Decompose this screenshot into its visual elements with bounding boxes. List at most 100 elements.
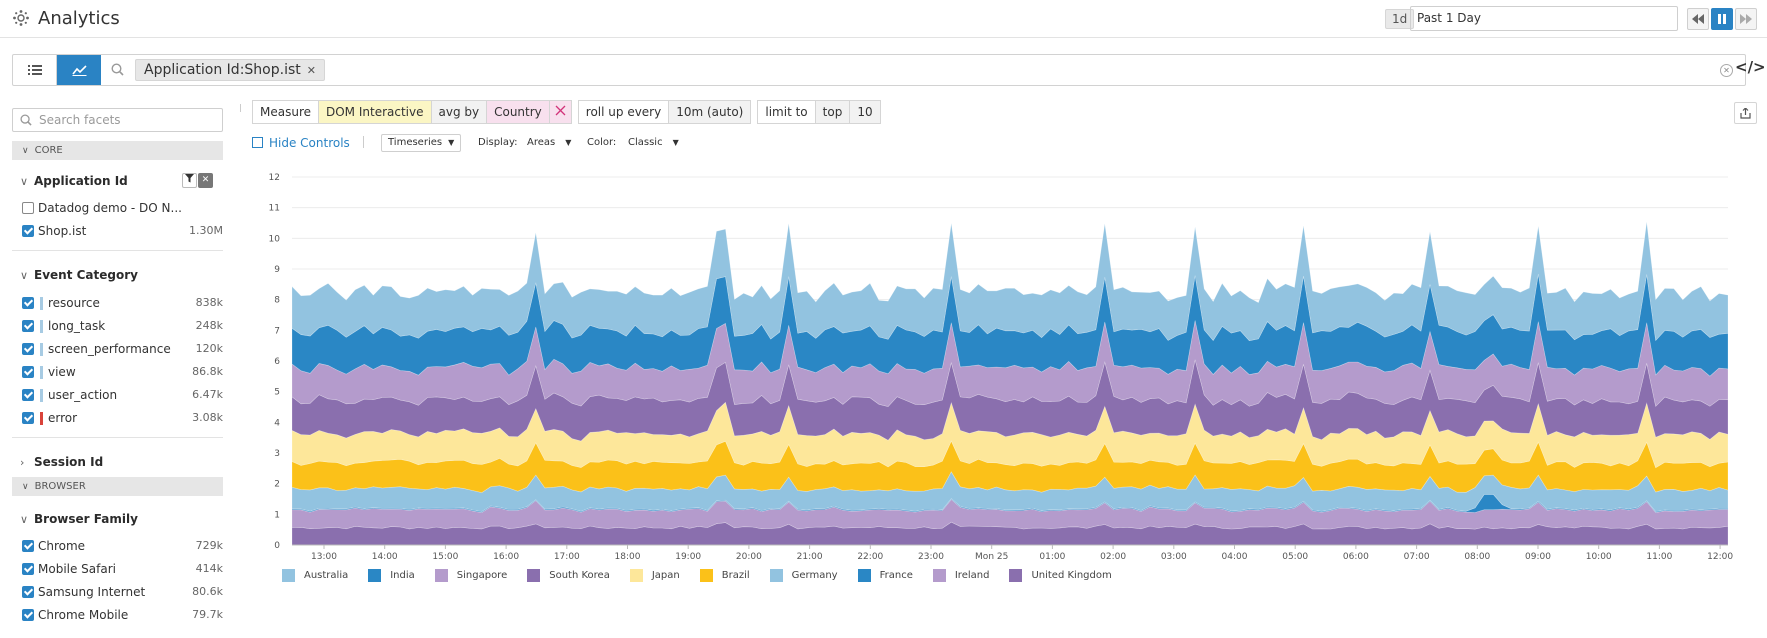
facet-value-label: Mobile Safari [38, 562, 116, 576]
facet-event-category[interactable]: ∨ Event Category [12, 268, 138, 282]
hide-controls-link[interactable]: Hide Controls [252, 134, 350, 152]
list-view-button[interactable] [13, 55, 57, 85]
x-tick-label: 19:00 [675, 552, 701, 562]
timeseries-view-button[interactable] [57, 55, 101, 85]
facet-value-row[interactable]: Datadog demo - DO N... [22, 199, 223, 217]
facet-value-row[interactable]: Chrome 729k [22, 537, 223, 555]
x-tick-label: 04:00 [1222, 552, 1248, 562]
legend-item[interactable]: Ireland [932, 569, 990, 582]
legend-item[interactable]: France [857, 569, 913, 582]
facet-value-count: 729k [195, 539, 223, 552]
facet-value-count: 120k [195, 342, 223, 355]
color-bar [40, 320, 43, 333]
legend-item[interactable]: South Korea [527, 569, 610, 582]
area-series-india[interactable] [291, 274, 1729, 377]
limit-direction-select[interactable]: top [814, 100, 850, 124]
checkbox[interactable] [22, 202, 34, 214]
y-tick-label: 12 [269, 173, 280, 183]
legend-item[interactable]: Singapore [434, 569, 507, 582]
color-select[interactable]: Classic ▼ [628, 135, 679, 153]
facet-value-row[interactable]: Chrome Mobile 79.7k [22, 606, 223, 624]
legend-item[interactable]: Brazil [699, 569, 750, 582]
section-browser[interactable]: ∨ BROWSER [12, 477, 223, 496]
code-icon[interactable]: </> [1735, 58, 1766, 76]
facet-search-input[interactable]: Search facets [12, 108, 223, 132]
facet-value-row[interactable]: user_action 6.47k [22, 386, 223, 404]
group-by-select[interactable]: Country [486, 100, 549, 124]
y-tick-label: 3 [274, 449, 280, 459]
facet-value-row[interactable]: screen_performance 120k [22, 340, 223, 358]
facet-value-row[interactable]: Shop.ist 1.30M [22, 222, 223, 240]
clear-search-icon[interactable]: ✕ [1720, 64, 1733, 77]
fast-forward-button[interactable] [1735, 8, 1757, 30]
checkbox[interactable] [22, 563, 34, 575]
legend-item[interactable]: Australia [282, 569, 348, 582]
legend-label: Brazil [721, 570, 750, 581]
search-filter-chip[interactable]: Application Id:Shop.ist ✕ [135, 59, 325, 81]
x-tick-label: 22:00 [857, 552, 883, 562]
color-bar [40, 412, 43, 425]
facet-value-label: Datadog demo - DO N... [38, 201, 182, 215]
legend-item[interactable]: Germany [769, 569, 838, 582]
filter-icon[interactable] [182, 173, 197, 188]
clear-facet-icon[interactable]: ✕ [198, 173, 213, 188]
measure-select[interactable]: DOM Interactive [318, 100, 431, 124]
legend-label: Germany [791, 570, 838, 581]
legend-item[interactable]: Japan [629, 569, 680, 582]
facet-value-label: error [48, 411, 78, 425]
display-label: Display: [478, 137, 518, 148]
facet-session-id[interactable]: › Session Id [12, 455, 103, 469]
facet-value-row[interactable]: error 3.08k [22, 409, 223, 427]
display-select[interactable]: Areas ▼ [527, 135, 571, 153]
x-tick-label: 17:00 [554, 552, 580, 562]
legend-label: Ireland [954, 570, 990, 581]
facet-application-id[interactable]: ∨ Application Id [12, 174, 128, 188]
limit-count-input[interactable]: 10 [849, 100, 881, 124]
divider [363, 136, 364, 148]
facet-browser-family[interactable]: ∨ Browser Family [12, 512, 138, 526]
x-tick-label: 18:00 [615, 552, 641, 562]
page-title: Analytics [38, 8, 120, 29]
limit-label: limit to [757, 100, 815, 124]
legend-swatch [1009, 569, 1023, 582]
checkbox[interactable] [22, 412, 34, 424]
aggregation-label[interactable]: avg by [430, 100, 487, 124]
checkbox[interactable] [22, 225, 34, 237]
checkbox[interactable] [22, 366, 34, 378]
facet-value-row[interactable]: Samsung Internet 80.6k [22, 583, 223, 601]
visualization-select[interactable]: Timeseries ▼ [381, 134, 462, 152]
checkbox[interactable] [22, 540, 34, 552]
export-button[interactable] [1734, 102, 1757, 124]
checkbox[interactable] [22, 609, 34, 621]
facet-value-row[interactable]: Mobile Safari 414k [22, 560, 223, 578]
time-range-input[interactable]: Past 1 Day [1410, 6, 1678, 31]
rewind-button[interactable] [1687, 8, 1709, 30]
facet-value-label: long_task [48, 319, 106, 333]
checkbox[interactable] [22, 297, 34, 309]
x-tick-label: 09:00 [1525, 552, 1551, 562]
legend-item[interactable]: India [368, 569, 415, 582]
facet-value-label: Chrome Mobile [38, 608, 129, 622]
area-series-australia[interactable] [291, 221, 1729, 342]
legend-label: South Korea [549, 570, 610, 581]
checkbox[interactable] [22, 320, 34, 332]
area-series-japan[interactable] [291, 401, 1729, 469]
pause-button[interactable] [1711, 8, 1733, 30]
facet-value-count: 86.8k [192, 365, 223, 378]
section-core[interactable]: ∨ CORE [12, 141, 223, 160]
legend-item[interactable]: United Kingdom [1009, 569, 1112, 582]
y-tick-label: 5 [274, 388, 280, 398]
remove-filter-icon[interactable]: ✕ [306, 64, 316, 77]
facet-value-row[interactable]: view 86.8k [22, 363, 223, 381]
checkbox[interactable] [22, 343, 34, 355]
facet-value-row[interactable]: long_task 248k [22, 317, 223, 335]
x-tick-label: 15:00 [432, 552, 458, 562]
checkbox[interactable] [22, 389, 34, 401]
facet-value-row[interactable]: resource 838k [22, 294, 223, 312]
limit-group: limit to top 10 [757, 100, 881, 124]
rollup-select[interactable]: 10m (auto) [668, 100, 752, 124]
remove-group-button[interactable] [548, 100, 572, 124]
collapse-icon [252, 137, 263, 148]
checkbox[interactable] [22, 586, 34, 598]
